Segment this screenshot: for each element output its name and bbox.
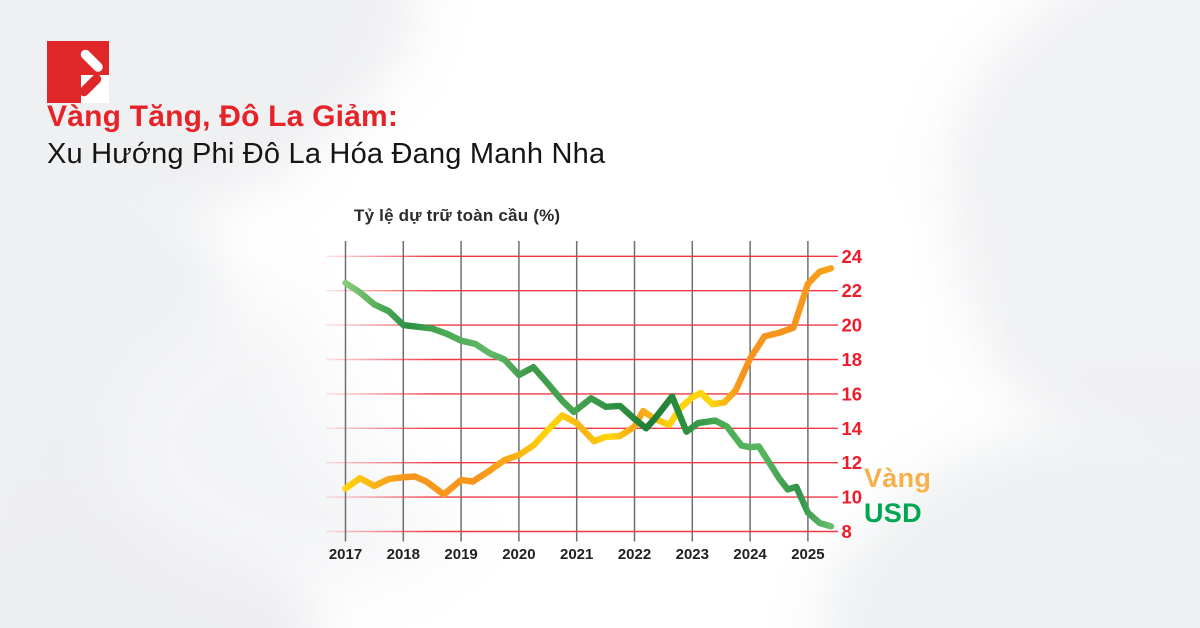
series-line-vang bbox=[342, 265, 835, 498]
brand-logo-icon bbox=[47, 41, 109, 103]
y-tick-label: 20 bbox=[842, 315, 863, 336]
logo-red-bar-icon bbox=[79, 74, 102, 97]
y-tick-label: 22 bbox=[842, 280, 863, 301]
y-tick-label: 12 bbox=[842, 452, 863, 473]
x-tick-label: 2017 bbox=[329, 546, 362, 563]
chart-title: Tỷ lệ dự trữ toàn cầu (%) bbox=[354, 206, 561, 225]
series-line-usd bbox=[342, 279, 835, 530]
x-tick-label: 2022 bbox=[618, 546, 651, 563]
y-tick-label: 8 bbox=[842, 521, 852, 542]
logo-white-bar-icon bbox=[80, 49, 103, 72]
x-tick-label: 2020 bbox=[502, 546, 535, 563]
y-tick-label: 14 bbox=[842, 418, 863, 439]
y-tick-label: 24 bbox=[842, 246, 863, 267]
page-subtitle: Xu Hướng Phi Đô La Hóa Đang Manh Nha bbox=[47, 138, 606, 170]
legend-item-usd: USD bbox=[864, 498, 922, 528]
y-tick-label: 18 bbox=[842, 349, 863, 370]
x-tick-label: 2021 bbox=[560, 546, 593, 563]
brand-logo bbox=[47, 41, 109, 103]
y-tick-label: 16 bbox=[842, 383, 863, 404]
x-tick-label: 2024 bbox=[733, 546, 767, 563]
page-title: Vàng Tăng, Đô La Giảm: bbox=[47, 100, 399, 133]
x-tick-label: 2023 bbox=[676, 546, 709, 563]
y-tick-label: 10 bbox=[842, 487, 863, 508]
x-tick-label: 2019 bbox=[444, 546, 477, 563]
x-tick-label: 2018 bbox=[387, 546, 420, 563]
chart-legend: Vàng USD bbox=[864, 461, 931, 530]
x-tick-label: 2025 bbox=[791, 546, 824, 563]
legend-item-vang: Vàng bbox=[864, 463, 932, 493]
